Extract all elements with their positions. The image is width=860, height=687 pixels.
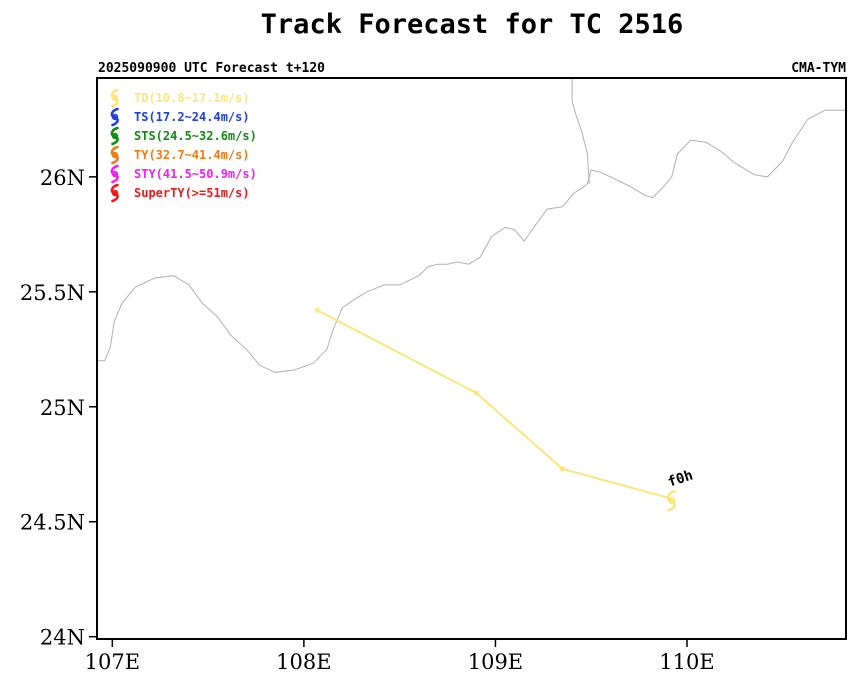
x-tick-label: 110E [659,650,714,674]
x-tick-label: 108E [276,650,331,674]
chart-subtitle-left: 2025090900 UTC Forecast t+120 [98,61,325,76]
y-axis: 24N 24.5N 25N 25.5N 26N [20,166,97,650]
x-tick-label: 107E [85,650,140,674]
legend-symbol-0 [110,88,119,108]
legend-label-3: TY(32.7~41.4m/s) [134,148,250,162]
track-point [473,390,479,396]
chart-subtitle-right: CMA-TYM [791,61,846,76]
track-line [316,309,672,500]
legend-symbol-3 [110,145,119,165]
legend-label-2: STS(24.5~32.6m/s) [134,129,257,143]
legend-label-5: SuperTY(>=51m/s) [134,186,250,200]
track-point [559,466,565,472]
legend-symbol-1 [110,107,119,127]
y-tick-label: 25.5N [20,281,85,305]
legend-symbol-2 [110,126,119,146]
y-tick-label: 26N [40,166,85,190]
legend-label-4: STY(41.5~50.9m/s) [134,167,257,181]
td-symbol [666,489,677,512]
legend: TD(10.8~17.1m/s) TS(17.2~24.4m/s) STS(24.5… [110,88,257,203]
legend-label-1: TS(17.2~24.4m/s) [134,110,250,124]
province-boundary-layer [97,78,846,373]
boundary-line-1 [571,78,590,184]
x-axis: 107E 108E 109E 110E [85,639,715,674]
chart-title: Track Forecast for TC 2516 [261,9,684,40]
track-layer: f0h [314,307,695,512]
plot-frame [96,77,847,640]
forecast-hour-label: f0h [666,468,695,491]
boundary-line-0 [97,109,846,373]
legend-symbol-4 [110,164,119,184]
legend-label-0: TD(10.8~17.1m/s) [134,91,250,105]
track-point [314,307,320,313]
y-tick-label: 25N [40,396,85,420]
legend-symbol-5 [110,183,119,203]
y-tick-label: 24N [40,626,85,650]
x-tick-label: 109E [468,650,523,674]
y-tick-label: 24.5N [20,511,85,535]
